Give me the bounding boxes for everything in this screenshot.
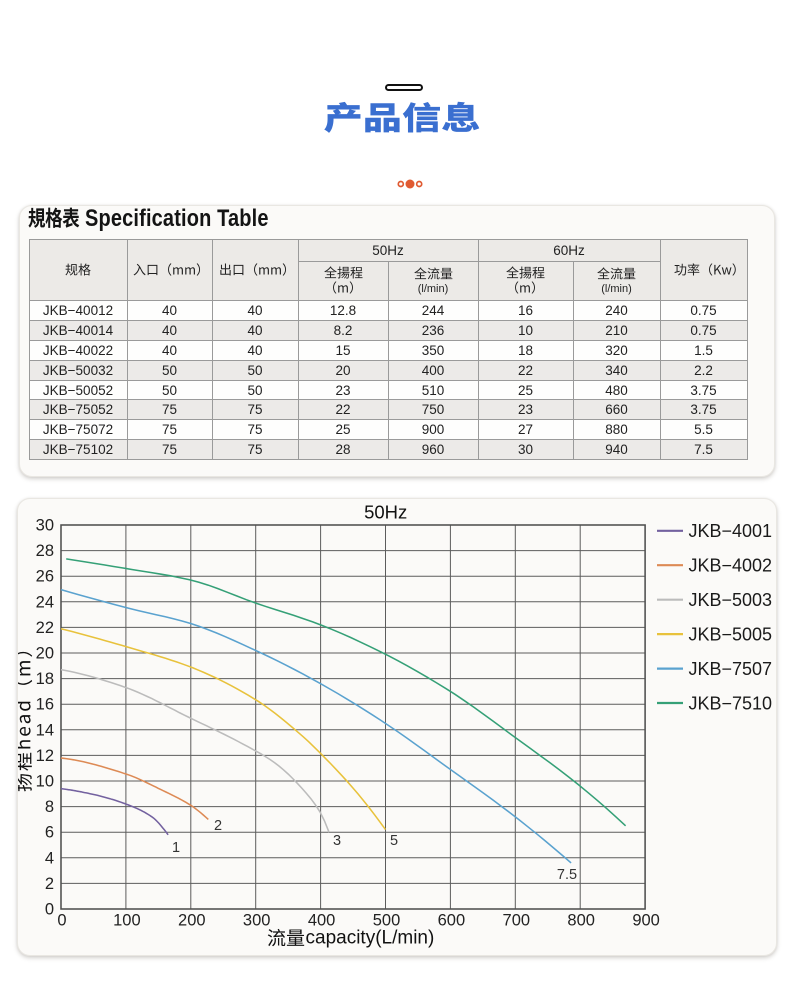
svg-text:20: 20 [36,645,54,663]
svg-text:400: 400 [308,912,336,930]
svg-text:8: 8 [45,798,54,816]
svg-text:0: 0 [57,912,66,930]
svg-text:600: 600 [438,912,466,930]
svg-text:6: 6 [45,824,54,842]
svg-text:12: 12 [36,747,54,765]
svg-text:JKB−7510: JKB−7510 [689,693,773,713]
svg-text:28: 28 [36,542,54,560]
svg-text:700: 700 [503,912,531,930]
svg-text:JKB−4001: JKB−4001 [689,521,773,541]
svg-text:0: 0 [45,901,54,919]
svg-text:1: 1 [172,840,180,856]
svg-text:18: 18 [36,670,54,688]
svg-text:30: 30 [36,517,54,535]
svg-text:50Hz: 50Hz [364,501,407,522]
svg-text:100: 100 [113,912,141,930]
svg-text:24: 24 [36,593,54,611]
svg-text:2: 2 [45,875,54,893]
svg-text:22: 22 [36,619,54,637]
svg-text:7.5: 7.5 [557,867,577,883]
svg-text:900: 900 [632,912,660,930]
svg-text:4: 4 [45,849,54,867]
svg-text:JKB−4002: JKB−4002 [689,556,773,576]
svg-text:10: 10 [36,773,54,791]
svg-text:16: 16 [36,696,54,714]
svg-text:capacity(L/min): capacity(L/min) [306,928,435,949]
svg-text:500: 500 [373,912,401,930]
svg-text:300: 300 [243,912,271,930]
svg-text:14: 14 [36,721,54,739]
svg-text:JKB−5005: JKB−5005 [689,625,773,645]
svg-text:3: 3 [333,833,341,849]
svg-text:800: 800 [567,912,595,930]
svg-text:JKB−7507: JKB−7507 [689,659,773,679]
svg-text:200: 200 [178,912,206,930]
svg-text:26: 26 [36,568,54,586]
svg-text:5: 5 [390,833,398,849]
svg-text:JKB−5003: JKB−5003 [689,590,773,610]
svg-text:2: 2 [214,818,222,834]
